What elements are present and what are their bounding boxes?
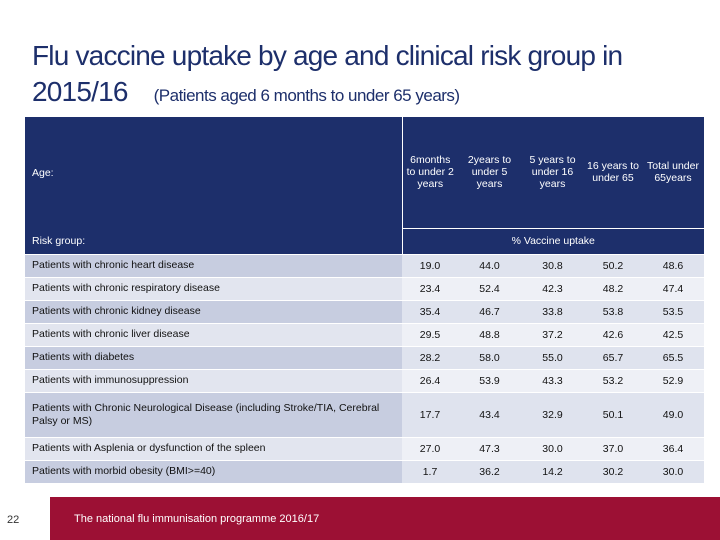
uptake-value-cell: 35.4	[402, 299, 458, 323]
page-number: 22	[7, 514, 20, 526]
uptake-value-cell: 65.5	[642, 345, 704, 369]
uptake-value-cell: 47.4	[642, 276, 704, 300]
uptake-value-cell: 50.1	[584, 391, 642, 437]
uptake-value-cell: 44.0	[458, 253, 521, 277]
risk-group-cell: Patients with chronic liver disease	[25, 322, 402, 346]
uptake-value-cell: 43.4	[458, 391, 521, 437]
column-header-2y-5y: 2years to under 5 years	[458, 117, 521, 228]
table-body: Age: 6months to under 2 years 2years to …	[25, 117, 704, 483]
uptake-value-cell: 50.2	[584, 253, 642, 277]
uptake-value-cell: 53.5	[642, 299, 704, 323]
uptake-value-cell: 19.0	[402, 253, 458, 277]
uptake-value-cell: 58.0	[458, 345, 521, 369]
risk-group-cell: Patients with chronic heart disease	[25, 253, 402, 277]
risk-group-label: Risk group:	[25, 228, 402, 254]
uptake-value-cell: 37.2	[521, 322, 584, 346]
uptake-value-cell: 65.7	[584, 345, 642, 369]
uptake-value-cell: 48.6	[642, 253, 704, 277]
table-row: Patients with Chronic Neurological Disea…	[25, 391, 704, 437]
uptake-value-cell: 30.0	[521, 436, 584, 460]
uptake-value-cell: 49.0	[642, 391, 704, 437]
risk-group-cell: Patients with chronic kidney disease	[25, 299, 402, 323]
header-row-risk: Risk group: % Vaccine uptake	[25, 227, 704, 254]
uptake-value-cell: 55.0	[521, 345, 584, 369]
pct-uptake-label: % Vaccine uptake	[401, 227, 704, 254]
uptake-value-cell: 36.2	[458, 459, 521, 483]
table-row: Patients with immunosuppression 26.4 53.9 4…	[25, 368, 704, 392]
uptake-value-cell: 47.3	[458, 436, 521, 460]
uptake-value-cell: 30.8	[521, 253, 584, 277]
risk-group-cell: Patients with Asplenia or dysfunction of…	[25, 436, 402, 460]
uptake-value-cell: 53.2	[584, 368, 642, 392]
risk-group-cell: Patients with chronic respiratory diseas…	[25, 276, 402, 300]
risk-group-cell: Patients with immunosuppression	[25, 368, 402, 392]
uptake-value-cell: 48.8	[458, 322, 521, 346]
risk-group-cell: Patients with Chronic Neurological Disea…	[25, 391, 402, 437]
table-row: Patients with diabetes 28.2 58.0 55.0 65.7 65…	[25, 345, 704, 369]
uptake-value-cell: 14.2	[521, 459, 584, 483]
table-row: Patients with Asplenia or dysfunction of…	[25, 436, 704, 460]
uptake-value-cell: 29.5	[402, 322, 458, 346]
uptake-value-cell: 30.2	[584, 459, 642, 483]
table-row: Patients with chronic kidney disease 35.4…	[25, 299, 704, 323]
slide-title: Flu vaccine uptake by age and clinical r…	[32, 38, 702, 114]
uptake-value-cell: 1.7	[402, 459, 458, 483]
uptake-value-cell: 28.2	[402, 345, 458, 369]
uptake-value-cell: 23.4	[402, 276, 458, 300]
column-header-16y-65y: 16 years to under 65	[584, 117, 642, 228]
uptake-value-cell: 48.2	[584, 276, 642, 300]
uptake-value-cell: 46.7	[458, 299, 521, 323]
uptake-value-cell: 53.9	[458, 368, 521, 392]
uptake-value-cell: 53.8	[584, 299, 642, 323]
page-number-box: 22	[0, 497, 50, 540]
footer-text: The national flu immunisation programme …	[74, 513, 320, 525]
uptake-value-cell: 17.7	[402, 391, 458, 437]
footer-bar: 22 The national flu immunisation program…	[0, 497, 720, 540]
table-row: Patients with chronic liver disease 29.5 4…	[25, 322, 704, 346]
uptake-value-cell: 37.0	[584, 436, 642, 460]
uptake-value-cell: 33.8	[521, 299, 584, 323]
table-row: Patients with chronic heart disease 19.0 4…	[25, 253, 704, 277]
uptake-value-cell: 32.9	[521, 391, 584, 437]
column-header-total: Total under 65years	[642, 117, 704, 228]
uptake-value-cell: 30.0	[642, 459, 704, 483]
title-year: 2015/16	[32, 76, 128, 107]
uptake-value-cell: 36.4	[642, 436, 704, 460]
risk-group-cell: Patients with diabetes	[25, 345, 402, 369]
uptake-value-cell: 27.0	[402, 436, 458, 460]
title-subtitle: (Patients aged 6 months to under 65 year…	[153, 86, 460, 105]
uptake-value-cell: 42.6	[584, 322, 642, 346]
column-header-6m-2y: 6months to under 2 years	[401, 117, 458, 228]
age-label: Age:	[25, 117, 402, 228]
uptake-value-cell: 42.5	[642, 322, 704, 346]
title-line-2: 2015/16 (Patients aged 6 months to under …	[32, 74, 702, 114]
uptake-value-cell: 43.3	[521, 368, 584, 392]
uptake-value-cell: 26.4	[402, 368, 458, 392]
uptake-table: Age: 6months to under 2 years 2years to …	[25, 117, 704, 483]
column-header-5y-16y: 5 years to under 16 years	[521, 117, 584, 228]
title-line-1: Flu vaccine uptake by age and clinical r…	[32, 40, 623, 71]
risk-group-cell: Patients with morbid obesity (BMI>=40)	[25, 459, 402, 483]
table-row: Patients with chronic respiratory diseas…	[25, 276, 704, 300]
table-row: Patients with morbid obesity (BMI>=40) 1.…	[25, 459, 704, 483]
header-row-age: Age: 6months to under 2 years 2years to …	[25, 117, 704, 228]
uptake-value-cell: 52.9	[642, 368, 704, 392]
uptake-value-cell: 42.3	[521, 276, 584, 300]
uptake-value-cell: 52.4	[458, 276, 521, 300]
